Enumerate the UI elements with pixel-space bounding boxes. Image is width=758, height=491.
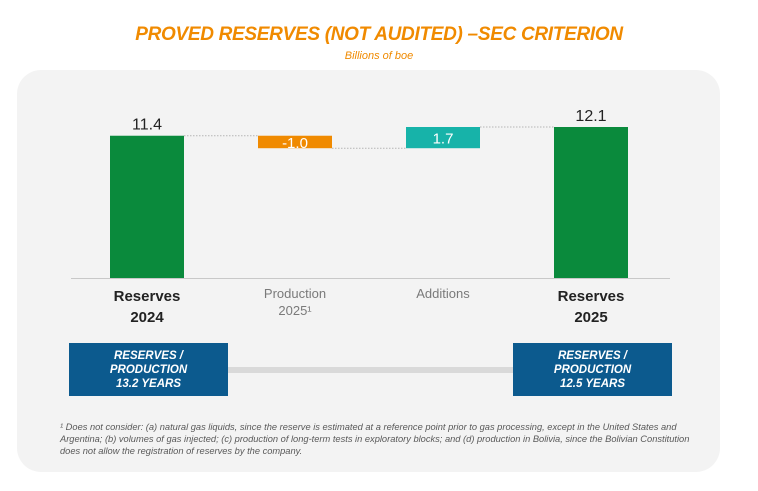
bar-reserves-2024 xyxy=(110,135,184,278)
category-label-production-2025: Production 2025¹ xyxy=(264,286,326,318)
reserves-production-ratio-2024: RESERVES / PRODUCTION 13.2 YEARS xyxy=(69,343,228,396)
category-label-reserves-2024: Reserves 2024 xyxy=(114,288,181,326)
bar-additions xyxy=(406,127,480,149)
category-label-additions: Additions xyxy=(416,286,470,301)
bar-reserves-2025 xyxy=(554,127,628,278)
category-label-reserves-2025: Reserves 2025 xyxy=(558,288,625,326)
footnote: ¹ Does not consider: (a) natural gas liq… xyxy=(60,422,690,456)
ratio-connector-bar xyxy=(228,367,513,373)
reserves-production-ratio-2025: RESERVES / PRODUCTION 12.5 YEARS xyxy=(513,343,672,396)
value-label-reserves-2024: 11.4 xyxy=(132,117,162,134)
chart-title: PROVED RESERVES (NOT AUDITED) –SEC CRITE… xyxy=(135,24,623,45)
value-label-additions: 1.7 xyxy=(433,131,454,148)
bar-production-2025 xyxy=(258,135,332,149)
chart-subtitle: Billions of boe xyxy=(344,50,414,62)
value-label-production-2025: -1.0 xyxy=(282,135,308,152)
value-label-reserves-2025: 12.1 xyxy=(575,108,606,125)
ratio-2024-text: RESERVES / PRODUCTION 13.2 YEARS xyxy=(109,349,188,390)
ratio-2025-text: RESERVES / PRODUCTION 12.5 YEARS xyxy=(553,349,632,390)
